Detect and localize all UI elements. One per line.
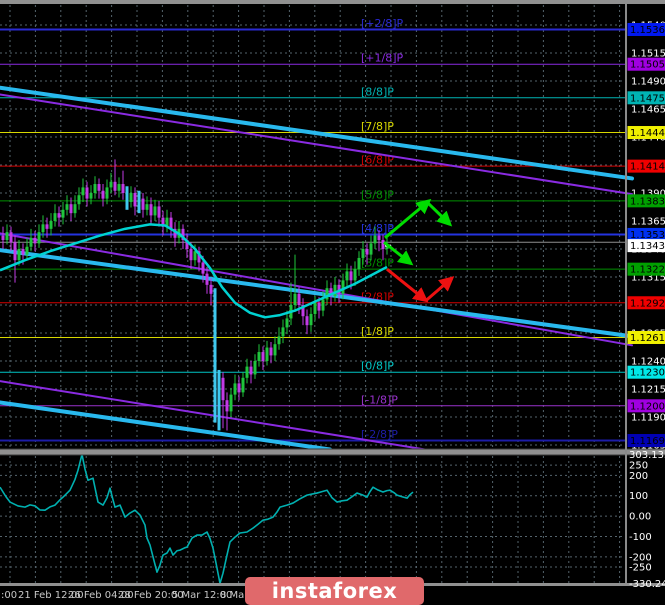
indicator-tick-label: -330.244: [629, 579, 665, 590]
level-price-badge: [627, 365, 665, 379]
trend-channels[interactable]: [0, 85, 634, 452]
time-tick-label: 5 Mar 12:00: [172, 590, 232, 601]
indicator-tick-label: 200: [629, 471, 648, 482]
instaforex-watermark: instaforex: [245, 577, 424, 605]
indicator-axis[interactable]: 303.133250200 100 0.00 -100 -200-250 -330.244: [629, 450, 665, 590]
level-price-badge: [627, 399, 665, 413]
price-badge-label: 1.1383: [630, 196, 665, 207]
time-tick-label: 8 Mar: [220, 590, 249, 601]
moving-average-line: [0, 223, 388, 319]
murrey-level-label: [-2/8]P: [361, 428, 398, 441]
price-badge-label: 1.1475: [630, 93, 665, 104]
murrey-level-label: [+1/8]P: [361, 52, 404, 65]
forecast-arrow-red: [386, 267, 429, 303]
price-badge-label: 1.1444: [630, 128, 665, 139]
oscillator-line: [0, 453, 414, 585]
price-tick-label: 1.1190: [631, 413, 665, 424]
level-price-badge: [627, 159, 665, 173]
level-price-badge: [627, 126, 665, 140]
murrey-level-label: [3/8]P: [361, 257, 394, 270]
panel-separator[interactable]: [0, 449, 665, 455]
murrey-level-label: [5/8]P: [361, 188, 394, 201]
price-badge-label: 1.1230: [630, 368, 665, 379]
price-tick-label: 1.1365: [631, 217, 665, 228]
forecast-arrow-red: [425, 276, 455, 302]
price-badge-label: 1.1322: [630, 265, 665, 276]
price-badge-label: 1.1261: [630, 333, 665, 344]
window-top-border: [0, 0, 665, 4]
level-price-badge: [627, 296, 665, 310]
murrey-level-label: [4/8]P: [361, 222, 394, 235]
watermark-text: instaforex: [271, 579, 398, 603]
price-tick-label: 1.1390: [631, 189, 665, 200]
murrey-level-label: [7/8]P: [361, 120, 394, 133]
price-tick-label: 1.1240: [631, 357, 665, 368]
price-badge-label: 1.1414: [630, 162, 665, 173]
murrey-level-label: [6/8]P: [361, 154, 394, 167]
forecast-arrow-green: [426, 202, 453, 227]
level-price-badge: [627, 227, 665, 241]
murrey-level-label: [1/8]P: [361, 325, 394, 338]
price-badge-label: 1.1343: [630, 241, 665, 252]
price-tick-label: 1.1315: [631, 273, 665, 284]
level-price-badge: [627, 330, 665, 344]
murrey-level-label: [+2/8]P: [361, 17, 404, 30]
indicator-tick-label: -250: [629, 563, 652, 574]
price-badge-label: 1.1353: [630, 230, 665, 241]
time-tick-label: 28 Feb 20:00: [118, 590, 184, 601]
price-badge-label: 1.1536: [630, 25, 665, 36]
level-price-badge: [627, 22, 665, 36]
murrey-level-label: [-1/8]P: [361, 393, 398, 406]
price-tick-label: 1.1465: [631, 105, 665, 116]
price-tick-label: 1.1515: [631, 49, 665, 60]
level-price-badge: [627, 262, 665, 276]
current-price-badge: [627, 239, 665, 253]
level-price-badge: [627, 434, 665, 448]
time-tick-label: 21 Feb 12:00: [18, 590, 84, 601]
indicator-tick-label: 100: [629, 491, 648, 502]
murrey-level-label: [0/8]P: [361, 360, 394, 373]
price-tick-label: 1.1215: [631, 385, 665, 396]
murrey-level-label: [8/8]P: [361, 85, 394, 98]
forecast-arrows[interactable]: [383, 198, 455, 303]
indicator-tick-label: -200: [629, 552, 652, 563]
price-badge-label: 1.1505: [630, 60, 665, 71]
price-badge-label: 1.1200: [630, 401, 665, 412]
price-badge-label: 1.1169: [630, 436, 665, 447]
gridlines: [0, 5, 625, 583]
indicator-tick-label: 303.133: [629, 450, 665, 461]
forecast-arrow-green: [383, 241, 414, 266]
indicator-tick-label: 250: [629, 461, 648, 472]
price-badge-label: 1.1292: [630, 298, 665, 309]
level-price-badge: [627, 57, 665, 71]
forecast-arrow-green: [384, 198, 432, 239]
indicator-tick-label: 0.00: [629, 512, 651, 523]
time-tick-label: :00: [1, 590, 17, 601]
level-price-badge: [627, 194, 665, 208]
level-price-badge: [627, 91, 665, 105]
time-tick-label: 26 Feb 04:00: [68, 590, 134, 601]
price-badges: 1.15361.15051.14751.14441.14141.13831.13…: [627, 22, 665, 448]
price-tick-label: 1.1490: [631, 77, 665, 88]
indicator-tick-label: -100: [629, 532, 652, 543]
